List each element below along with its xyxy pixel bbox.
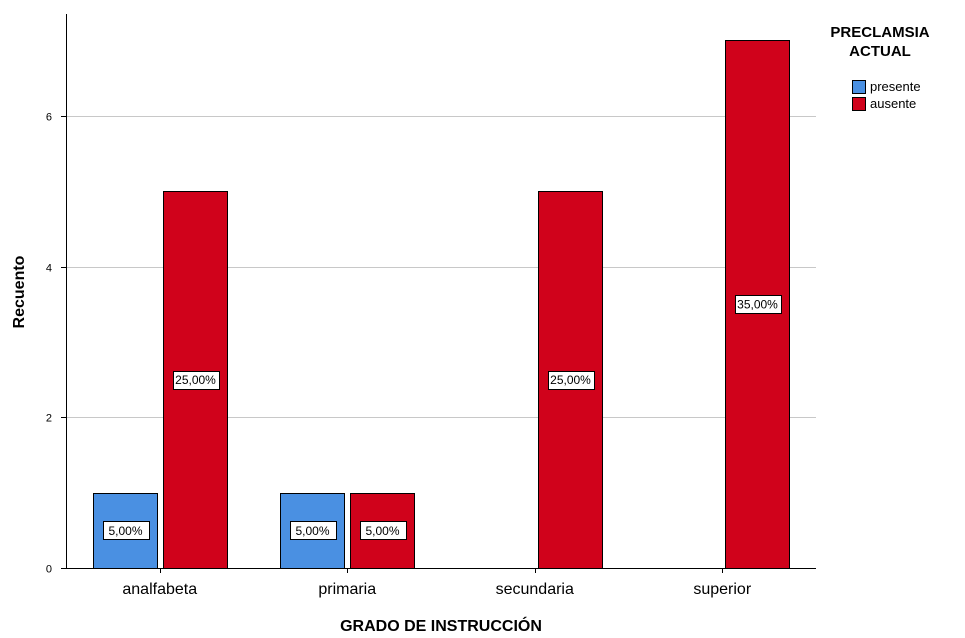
y-tick-label: 4 — [46, 263, 52, 275]
legend-label-presente: presente — [870, 79, 921, 94]
data-label: 5,00% — [365, 524, 399, 538]
data-label: 5,00% — [295, 524, 329, 538]
x-tick-label: analfabeta — [122, 581, 197, 598]
x-tick-label: superior — [693, 581, 751, 598]
data-label: 5,00% — [108, 524, 142, 538]
legend-title-line-2: ACTUAL — [849, 43, 911, 60]
axes: 0 2 4 6 analfabeta primaria secundaria superior — [46, 14, 816, 598]
data-label: 35,00% — [737, 298, 778, 312]
legend-swatch-presente — [852, 80, 866, 94]
data-label-box — [173, 371, 220, 390]
data-labels: 5,00% 25,00% 5,00% 5,00% 25,00% 35,00% — [103, 295, 782, 540]
legend-swatch-ausente — [852, 97, 866, 111]
data-label: 25,00% — [175, 373, 216, 387]
data-label-box — [735, 295, 782, 314]
y-tick-label: 2 — [46, 413, 52, 425]
legend: PRECLAMSIA ACTUAL presente ausente — [830, 24, 930, 111]
legend-label-ausente: ausente — [870, 96, 916, 111]
y-tick-label: 0 — [46, 564, 52, 576]
data-label-box — [290, 521, 337, 540]
y-tick-label: 6 — [46, 112, 52, 124]
x-tick-label: primaria — [318, 581, 376, 598]
data-label: 25,00% — [550, 373, 591, 387]
bars — [93, 40, 790, 569]
x-axis-title: GRADO DE INSTRUCCIÓN — [340, 616, 542, 635]
y-axis-title: Recuento — [11, 255, 28, 328]
x-tick-label: secundaria — [496, 581, 574, 598]
data-label-box — [548, 371, 595, 390]
data-label-box — [103, 521, 150, 540]
legend-title-line-1: PRECLAMSIA — [830, 24, 929, 41]
data-label-box — [360, 521, 407, 540]
